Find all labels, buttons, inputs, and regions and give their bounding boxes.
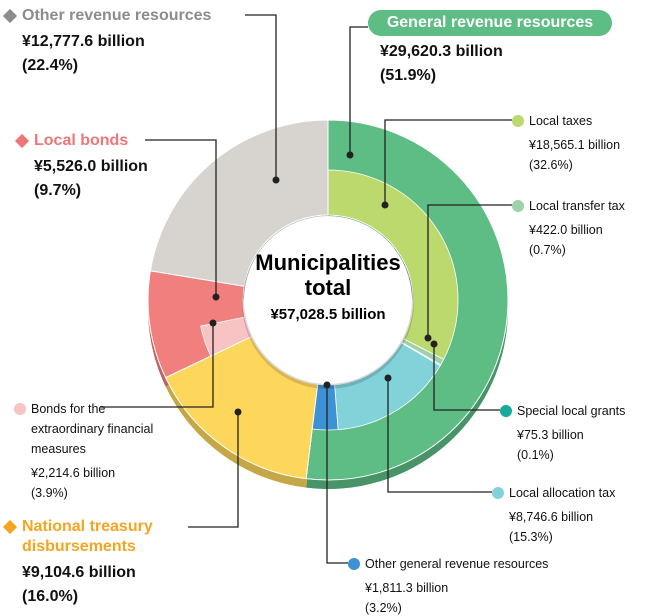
sub-name: Local taxes (529, 114, 593, 128)
dot-marker (14, 403, 26, 415)
sub-name: Other general revenue resources (365, 557, 549, 571)
sub-value: ¥8,746.6 billion (509, 510, 594, 524)
segment-name: Local bonds (34, 132, 129, 149)
segment-percent: (22.4%) (22, 57, 79, 74)
segment-name: General revenue resources (368, 10, 612, 36)
leader-dot (209, 319, 217, 327)
sub-name: Special local grants (517, 404, 626, 418)
center-label: Municipalities total ¥57,028.5 billion (248, 250, 408, 323)
leader-line (188, 412, 239, 528)
leader-line (433, 344, 500, 411)
segment-value: ¥5,526.0 billion (34, 158, 148, 175)
sub-segment (327, 169, 459, 360)
diamond-marker (2, 8, 18, 24)
sub-name: Local transfer tax (529, 199, 625, 213)
leader-dot (323, 381, 331, 389)
center-total: ¥57,028.5 billion (270, 306, 386, 323)
leader-dot (384, 374, 392, 382)
center-hole (244, 216, 412, 384)
sub-label: Bonds for the extraordinary financial me… (14, 399, 164, 503)
segment-title: National treasury disbursements (2, 517, 182, 557)
sub-label: Special local grants ¥75.3 billion (0.1%) (500, 401, 647, 465)
sub-percent: (0.7%) (529, 243, 566, 257)
sub-label: Local transfer tax ¥422.0 billion (0.7%) (512, 196, 647, 260)
segment-name: Other revenue resources (22, 7, 212, 24)
center-title: Municipalities total (255, 250, 401, 300)
sub-percent: (15.3%) (509, 530, 553, 544)
leader-line (349, 26, 368, 155)
leader-line (100, 323, 214, 408)
sub-name: Local allocation tax (509, 486, 616, 500)
sub-value: ¥2,214.6 billion (31, 466, 116, 480)
leader-line (427, 204, 512, 338)
segment-percent: (16.0%) (22, 588, 79, 605)
leader-line (326, 385, 348, 564)
segment (149, 119, 329, 287)
diamond-marker (14, 133, 30, 149)
segment-label: Other revenue resources ¥12,777.6 billion… (2, 6, 262, 78)
sub-title: Special local grants (500, 401, 647, 421)
leader-line (387, 378, 492, 493)
leader-dot (212, 293, 220, 301)
dot-marker (492, 487, 504, 499)
sub-title: Other general revenue resources (348, 554, 598, 574)
segment-title: Local bonds (14, 131, 214, 151)
segment-value: ¥12,777.6 billion (22, 33, 145, 50)
sub-value: ¥75.3 billion (517, 428, 584, 442)
segment-value: ¥29,620.3 billion (380, 43, 503, 60)
sub-percent: (32.6%) (529, 158, 573, 172)
leader-line (245, 14, 277, 180)
segment-label: National treasury disbursements ¥9,104.6 … (2, 517, 182, 609)
segment-title: Other revenue resources (2, 6, 262, 26)
sub-label: Local allocation tax ¥8,746.6 billion (15.… (492, 483, 647, 547)
leader-dot (381, 201, 389, 209)
leader-dot (272, 176, 280, 184)
segment-percent: (51.9%) (380, 67, 437, 84)
leader-line (384, 119, 512, 205)
sub-value: ¥18,565.1 billion (529, 138, 621, 152)
sub-percent: (0.1%) (517, 448, 554, 462)
leader-dot (430, 340, 438, 348)
sub-percent: (3.2%) (365, 601, 402, 615)
dot-marker (512, 115, 524, 127)
leader-line (145, 139, 217, 297)
segment-label: Local bonds ¥5,526.0 billion (9.7%) (14, 131, 214, 203)
segment-value: ¥9,104.6 billion (22, 564, 136, 581)
sub-title: Bonds for the extraordinary financial me… (14, 399, 164, 459)
leader-dot (346, 151, 354, 159)
dot-marker (512, 200, 524, 212)
sub-title: Local taxes (512, 111, 647, 131)
sub-value: ¥422.0 billion (529, 223, 603, 237)
dot-marker (500, 405, 512, 417)
segment-label: General revenue resources ¥29,620.3 billi… (368, 10, 628, 88)
segment-percent: (9.7%) (34, 182, 82, 199)
sub-name: Bonds for the extraordinary financial me… (31, 402, 154, 456)
leader-dot (424, 334, 432, 342)
sub-title: Local transfer tax (512, 196, 647, 216)
sub-title: Local allocation tax (492, 483, 647, 503)
dot-marker (348, 558, 360, 570)
diamond-marker (2, 519, 18, 535)
segment (164, 335, 319, 480)
sub-value: ¥1,811.3 billion (365, 581, 449, 595)
leader-dot (234, 408, 242, 416)
segment-name: National treasury disbursements (22, 518, 153, 555)
sub-label: Local taxes ¥18,565.1 billion (32.6%) (512, 111, 647, 175)
sub-label: Other general revenue resources ¥1,811.3 … (348, 554, 598, 616)
sub-percent: (3.9%) (31, 486, 68, 500)
